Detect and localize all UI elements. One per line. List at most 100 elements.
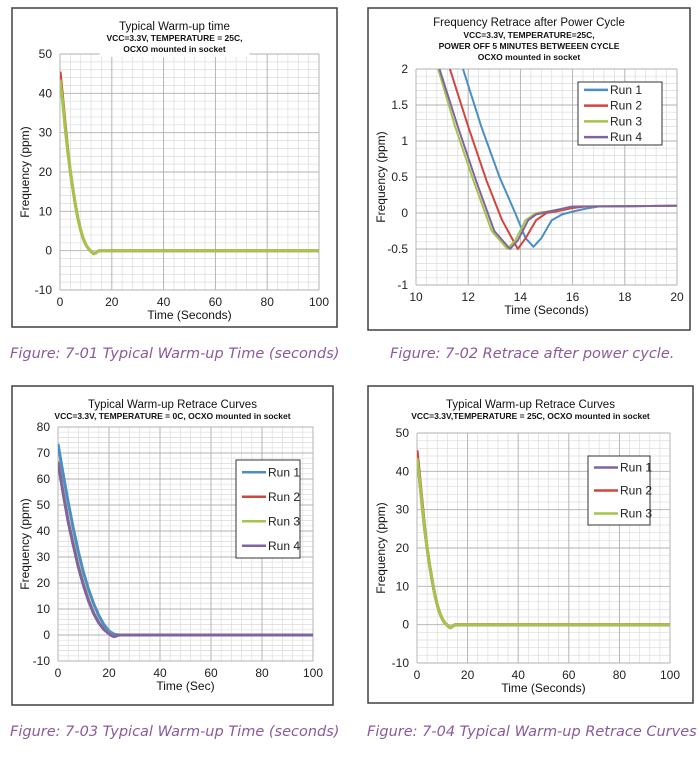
chart-title: Typical Warm-up time (119, 21, 230, 33)
legend-label: Run 3 (610, 114, 642, 128)
x-tick-label: 20 (461, 668, 475, 682)
legend-label: Run 4 (268, 539, 300, 553)
y-tick-label: 10 (39, 204, 53, 218)
chart-4: 0 20 40 60 80 100 -10 0 10 20 30 40 50 Time (Seconds)… (367, 385, 694, 704)
chart-subtitle: VCC=3.3V, TEMPERATURE = 0C, OCXO mounted… (54, 411, 290, 421)
series-line-run-1 (58, 443, 313, 637)
chart-subtitle: VCC=3.3V, TEMPERATURE=25C, (463, 30, 594, 40)
y-tick-label: 30 (39, 126, 53, 140)
x-tick-label: 60 (204, 666, 218, 680)
series-line-run-2 (448, 69, 677, 250)
caption-figure-7-01: Figure: 7-01 Typical Warm-up Time (secon… (10, 346, 340, 362)
x-tick-label: 10 (409, 290, 423, 304)
x-tick-label: 18 (618, 290, 632, 304)
x-tick-label: 80 (261, 295, 275, 309)
title-background (57, 396, 288, 424)
x-tick-label: 100 (309, 295, 329, 309)
x-tick-label: 20 (105, 295, 119, 309)
caption-figure-7-02: Figure: 7-02 Retrace after power cycle. (390, 346, 675, 362)
x-axis-label: Time (Seconds) (501, 681, 585, 695)
y-tick-label: 70 (37, 446, 51, 460)
x-tick-label: 60 (562, 668, 576, 682)
chart-frame (11, 7, 338, 328)
y-tick-label: 20 (37, 576, 51, 590)
series-line-run-1 (462, 69, 677, 248)
chart-2: 10 12 14 16 18 20 -1 -0.5 0 0.5 1 1.5 2 Time (Seconds… (367, 7, 691, 331)
legend-label: Run 2 (610, 99, 642, 113)
chart-frame (367, 385, 694, 704)
legend-label: Run 3 (268, 514, 300, 528)
x-tick-label: 20 (102, 666, 116, 680)
y-tick-label: 20 (396, 541, 410, 555)
y-tick-label: 0.5 (391, 170, 408, 184)
y-tick-label: 20 (39, 165, 53, 179)
chart-subtitle: POWER OFF 5 MINUTES BETWEEEN CYCLE (439, 41, 620, 51)
series-line-run-4 (58, 461, 313, 639)
y-tick-label: 50 (39, 47, 53, 61)
y-tick-label: 30 (396, 503, 410, 517)
chart-3: 0 20 40 60 80 100 -10 0 10 20 30 40 50 60 70 80 Time (Se… (11, 385, 334, 706)
y-axis-label: Frequency (ppm) (18, 498, 32, 589)
chart-subtitle: OCXO mounted in socket (478, 52, 581, 62)
y-tick-label: 40 (396, 464, 410, 478)
x-tick-label: 80 (255, 666, 269, 680)
y-tick-label: -10 (392, 656, 410, 670)
series-line-run-4 (438, 69, 677, 250)
y-tick-label: 40 (39, 86, 53, 100)
legend-label: Run 4 (610, 130, 642, 144)
y-tick-label: 30 (37, 550, 51, 564)
x-tick-label: 40 (157, 295, 171, 309)
y-tick-label: -0.5 (387, 242, 408, 256)
chart-1: 0 20 40 60 80 100 -10 0 10 20 30 40 50 Time (Seconds)… (11, 7, 338, 328)
title-background (415, 396, 646, 424)
y-axis-label: Frequency (ppm) (374, 131, 388, 222)
y-axis-label: Frequency (ppm) (374, 502, 388, 593)
caption-figure-7-03: Figure: 7-03 Typical Warm-up Time (secon… (10, 724, 340, 740)
series-line-run-3 (417, 457, 670, 630)
title-background (429, 14, 629, 64)
y-tick-label: -1 (397, 278, 408, 292)
y-tick-label: 1 (401, 134, 408, 148)
caption-figure-7-04: Figure: 7-04 Typical Warm-up Retrace Cur… (367, 724, 697, 740)
x-tick-label: 40 (153, 666, 167, 680)
y-tick-label: 10 (396, 579, 410, 593)
x-tick-label: 60 (209, 295, 223, 309)
series-line-2 (60, 79, 319, 256)
x-tick-label: 100 (303, 666, 323, 680)
x-axis-label: Time (Seconds) (504, 303, 588, 317)
legend-label: Run 1 (610, 83, 642, 97)
chart-title: Typical Warm-up Retrace Curves (88, 399, 257, 411)
chart-subtitle: OCXO mounted in socket (123, 44, 226, 54)
x-tick-label: 12 (462, 290, 476, 304)
x-axis-label: Time (Sec) (156, 679, 214, 693)
y-tick-label: 80 (37, 420, 51, 434)
chart-title: Frequency Retrace after Power Cycle (433, 17, 625, 29)
y-tick-label: 40 (37, 524, 51, 538)
legend-box (235, 459, 301, 559)
y-tick-label: 50 (37, 498, 51, 512)
y-tick-label: 1.5 (391, 98, 408, 112)
chart-subtitle: VCC=3.3V,TEMPERATURE = 25C, OCXO mounted… (411, 411, 650, 421)
x-tick-label: 0 (57, 295, 64, 309)
x-axis-label: Time (Seconds) (147, 308, 231, 322)
legend-label: Run 1 (620, 461, 652, 475)
x-tick-label: 0 (55, 666, 62, 680)
y-tick-label: 50 (396, 426, 410, 440)
y-tick-label: 2 (401, 62, 408, 76)
y-tick-label: -10 (33, 654, 51, 668)
x-tick-label: 0 (414, 668, 421, 682)
x-tick-label: 14 (514, 290, 528, 304)
y-tick-label: 0 (43, 628, 50, 642)
x-tick-label: 40 (512, 668, 526, 682)
y-tick-label: 10 (37, 602, 51, 616)
legend-box (577, 81, 663, 146)
legend: Run 1 Run 2 Run 3 (587, 455, 652, 526)
x-tick-label: 16 (566, 290, 580, 304)
legend-label: Run 3 (620, 507, 652, 521)
x-tick-label: 80 (613, 668, 627, 682)
x-tick-label: 20 (670, 290, 684, 304)
chart-title: Typical Warm-up Retrace Curves (446, 399, 615, 411)
